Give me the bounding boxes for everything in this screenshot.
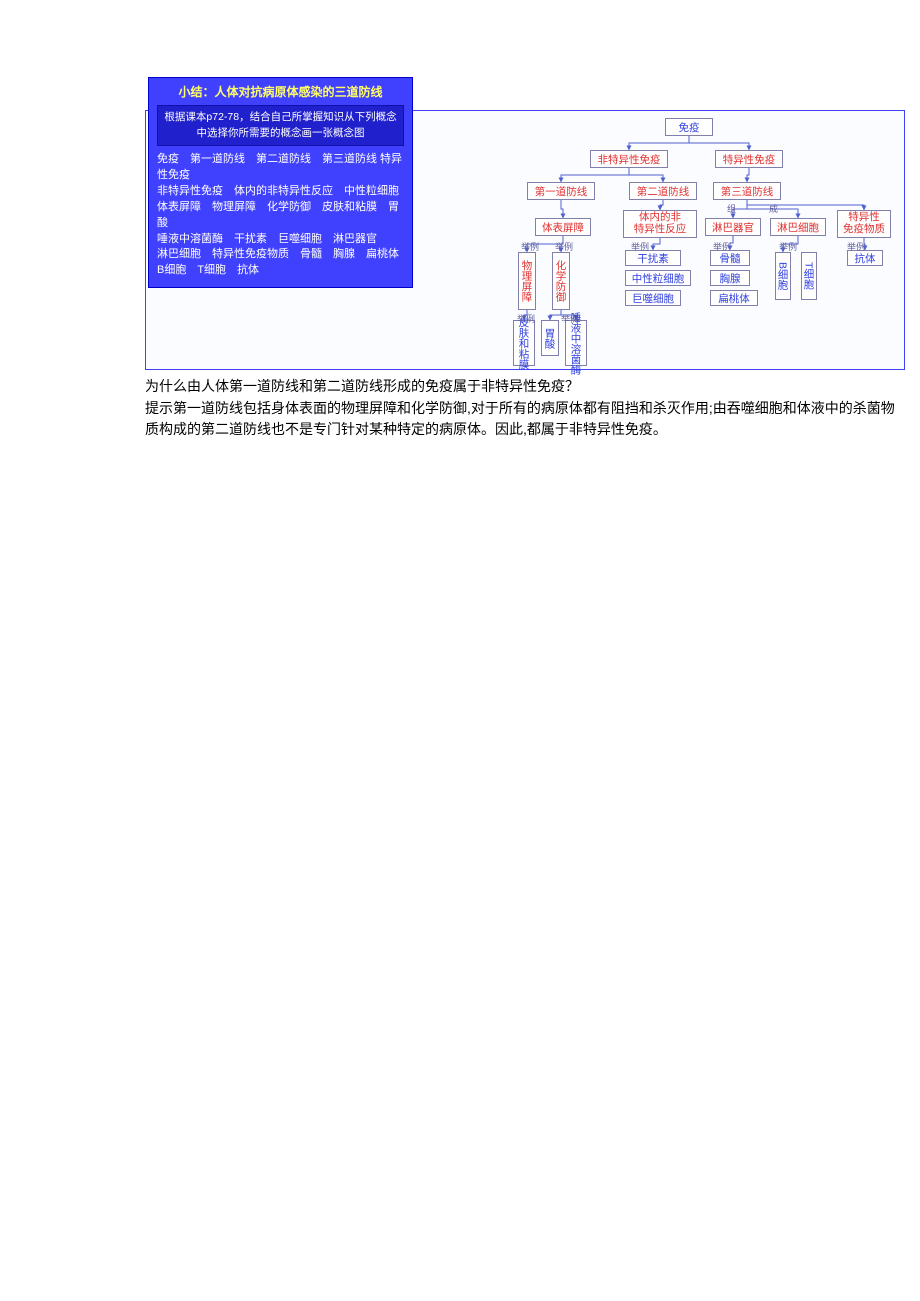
node-n_line2: 第二道防线 [629, 182, 697, 200]
node-n_macro: 巨噬细胞 [625, 290, 681, 306]
edge-label: 成 [769, 202, 778, 215]
node-n_line3: 第三道防线 [713, 182, 781, 200]
edge-label: 举例 [779, 240, 797, 253]
node-n_surface: 体表屏障 [535, 218, 591, 236]
question-text: 为什么由人体第一道防线和第二道防线形成的免疫属于非特异性免疫？ [145, 376, 905, 398]
node-n_thymus: 胸腺 [710, 270, 750, 286]
answer-text: 提示第一道防线包括身体表面的物理屏障和化学防御,对于所有的病原体都有阻挡和杀灭作… [145, 398, 905, 441]
summary-title: 小结：人体对抗病原体感染的三道防线 [157, 84, 404, 101]
body-text: 为什么由人体第一道防线和第二道防线形成的免疫属于非特异性免疫？提示第一道防线包括… [145, 376, 905, 441]
node-n_neu: 中性粒细胞 [625, 270, 691, 286]
node-n_phys: 物理屏障 [518, 252, 536, 310]
node-n_lymphcell: 淋巴细胞 [770, 218, 826, 236]
edge-label: 组 [727, 202, 736, 215]
node-n_spec: 特异性免疫 [715, 150, 783, 168]
node-n_specsub: 特异性免疫物质 [837, 210, 891, 238]
node-n_acid: 胃酸 [541, 320, 559, 356]
node-n_tcell: T细胞 [801, 252, 817, 300]
edge-label: 举例 [521, 240, 539, 253]
node-n_lys: 唾液中溶菌酶 [565, 320, 587, 366]
node-n_lymphorg: 淋巴器官 [705, 218, 761, 236]
edge-label: 举例 [555, 240, 573, 253]
node-n_skin: 皮肤和粘膜 [513, 320, 535, 366]
edge-label: 举例 [517, 312, 535, 325]
node-n_immune: 免疫 [665, 118, 713, 136]
node-n_line1: 第一道防线 [527, 182, 595, 200]
edge-label: 举例 [713, 240, 731, 253]
node-n_nonspec: 非特异性免疫 [590, 150, 668, 168]
node-n_bodyrx: 体内的非特异性反应 [623, 210, 697, 238]
node-n_tonsil: 扁桃体 [710, 290, 758, 306]
node-n_bcell: B细胞 [775, 252, 791, 300]
figure: 小结：人体对抗病原体感染的三道防线根据课本p72-78，结合自己所掌握知识从下列… [145, 110, 905, 370]
page: 小结：人体对抗病原体感染的三道防线根据课本p72-78，结合自己所掌握知识从下列… [0, 0, 920, 441]
node-n_chem: 化学防御 [552, 252, 570, 310]
edge-label: 举例 [561, 312, 579, 325]
edge-label: 举例 [847, 240, 865, 253]
edge-label: 举例 [631, 240, 649, 253]
